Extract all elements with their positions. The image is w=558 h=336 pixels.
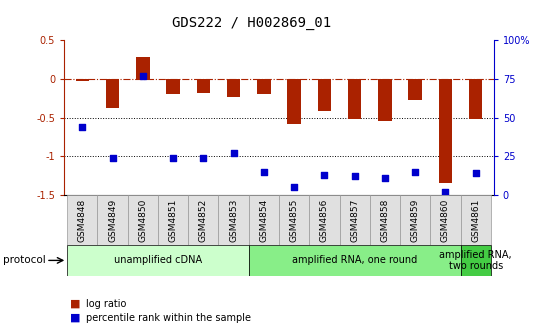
Bar — [67, 245, 249, 276]
Point — [290, 184, 299, 190]
Bar — [227, 79, 240, 97]
Text: amplified RNA,
two rounds: amplified RNA, two rounds — [439, 250, 512, 271]
Bar — [439, 79, 452, 183]
Text: unamplified cDNA: unamplified cDNA — [114, 255, 202, 265]
Point — [381, 175, 389, 180]
Point — [441, 189, 450, 195]
Bar — [166, 79, 180, 94]
Bar — [249, 195, 279, 245]
Bar — [430, 195, 460, 245]
Text: GDS222 / H002869_01: GDS222 / H002869_01 — [171, 16, 331, 30]
Bar — [136, 57, 150, 79]
Bar — [378, 79, 392, 122]
Text: GSM4851: GSM4851 — [169, 199, 177, 242]
Point — [411, 169, 420, 174]
Text: GSM4860: GSM4860 — [441, 199, 450, 242]
Text: amplified RNA, one round: amplified RNA, one round — [292, 255, 417, 265]
Text: GSM4848: GSM4848 — [78, 199, 87, 242]
Bar — [219, 195, 249, 245]
Text: GSM4859: GSM4859 — [411, 199, 420, 242]
Text: GSM4858: GSM4858 — [381, 199, 389, 242]
Bar — [318, 79, 331, 112]
Bar — [309, 195, 339, 245]
Text: GSM4856: GSM4856 — [320, 199, 329, 242]
Text: ■: ■ — [70, 299, 80, 309]
Bar — [188, 195, 219, 245]
Text: ■: ■ — [70, 312, 80, 323]
Point — [259, 169, 268, 174]
Text: log ratio: log ratio — [86, 299, 127, 309]
Text: GSM4857: GSM4857 — [350, 199, 359, 242]
Bar — [408, 79, 422, 100]
Bar — [196, 79, 210, 93]
Point — [78, 124, 87, 130]
Bar — [128, 195, 158, 245]
Text: GSM4861: GSM4861 — [471, 199, 480, 242]
Bar — [460, 195, 491, 245]
Bar — [98, 195, 128, 245]
Bar — [257, 79, 271, 94]
Text: GSM4855: GSM4855 — [290, 199, 299, 242]
Bar — [370, 195, 400, 245]
Bar — [339, 195, 370, 245]
Text: GSM4850: GSM4850 — [138, 199, 147, 242]
Point — [350, 174, 359, 179]
Point — [138, 73, 147, 79]
Bar — [279, 195, 309, 245]
Text: GSM4854: GSM4854 — [259, 199, 268, 242]
Bar — [249, 245, 460, 276]
Text: percentile rank within the sample: percentile rank within the sample — [86, 312, 252, 323]
Point — [199, 155, 208, 161]
Point — [320, 172, 329, 177]
Bar — [460, 245, 491, 276]
Bar — [348, 79, 362, 119]
Bar — [469, 79, 483, 119]
Point — [229, 151, 238, 156]
Point — [108, 155, 117, 161]
Point — [169, 155, 177, 161]
Bar — [158, 195, 188, 245]
Text: GSM4853: GSM4853 — [229, 199, 238, 242]
Bar — [400, 195, 430, 245]
Bar — [106, 79, 119, 108]
Text: GSM4849: GSM4849 — [108, 199, 117, 242]
Text: GSM4852: GSM4852 — [199, 199, 208, 242]
Text: protocol: protocol — [3, 255, 46, 265]
Bar — [287, 79, 301, 124]
Bar — [67, 195, 98, 245]
Point — [471, 171, 480, 176]
Bar — [75, 79, 89, 81]
